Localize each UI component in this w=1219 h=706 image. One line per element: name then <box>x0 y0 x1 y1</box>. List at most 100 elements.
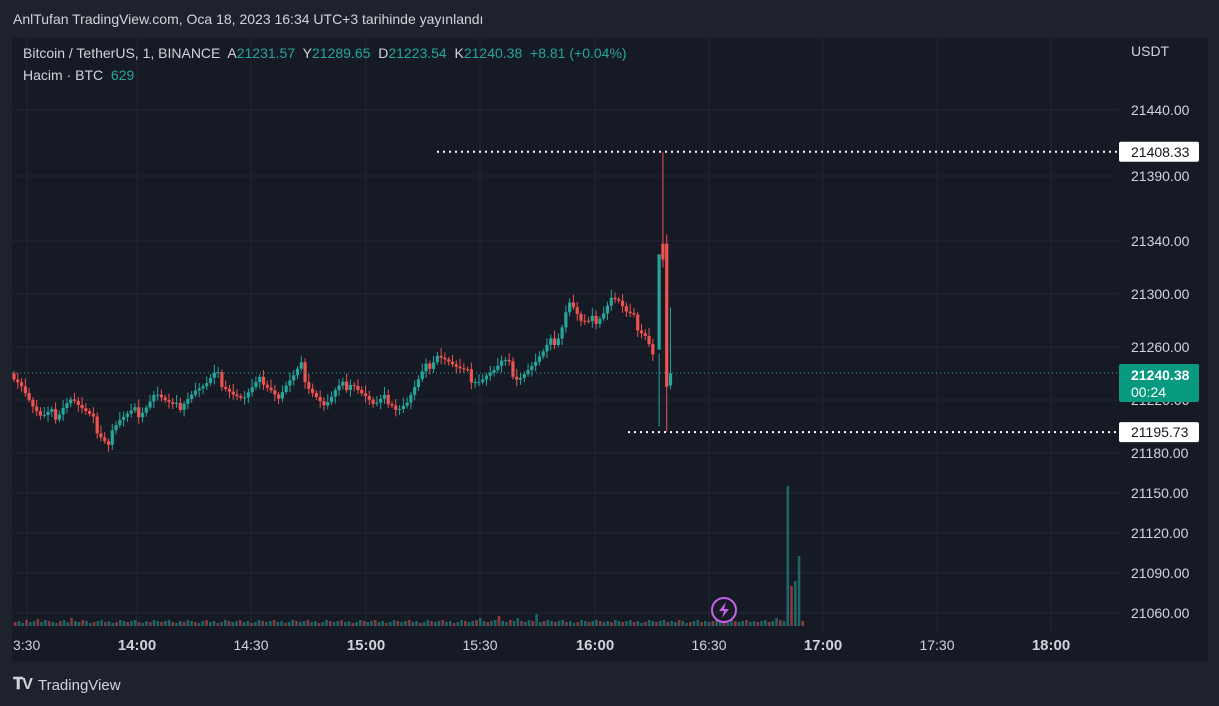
volume-bar <box>344 622 347 626</box>
candle-body <box>500 360 504 366</box>
volume-bar <box>254 622 257 626</box>
volume-bar <box>636 621 640 626</box>
volume-bar <box>186 620 190 626</box>
candle-body <box>261 376 266 385</box>
volume-bar <box>374 620 377 626</box>
candle-body <box>484 375 489 380</box>
volume-bar <box>14 622 17 626</box>
volume-bar <box>340 620 343 626</box>
volume-bar <box>51 622 55 626</box>
volume-bar <box>227 621 231 626</box>
volume-legend: Hacim · BTC 629 <box>23 67 134 83</box>
close-value: 21240.38 <box>463 45 523 61</box>
volume-bar <box>426 620 430 626</box>
candle-body <box>668 373 673 386</box>
candle-body <box>224 387 228 389</box>
symbol-name: Bitcoin / TetherUS, 1, BINANCE <box>23 45 221 61</box>
candle-body <box>515 376 519 380</box>
candle-body <box>394 405 398 410</box>
volume-bar <box>524 622 527 626</box>
volume-bar <box>520 621 523 626</box>
volume-bar <box>182 622 186 626</box>
volume-bar <box>302 621 306 626</box>
volume-bar <box>156 621 160 626</box>
candle-body <box>568 302 572 313</box>
candle-body <box>318 397 322 402</box>
volume-bar <box>66 622 70 626</box>
candle-body <box>541 351 545 357</box>
candle-body <box>363 393 368 397</box>
volume-bar <box>295 621 298 626</box>
volume-bar <box>246 621 250 626</box>
volume-bar <box>704 621 707 626</box>
volume-bar <box>194 622 197 626</box>
volume-bar <box>730 620 733 626</box>
candle-body <box>171 402 175 404</box>
volume-bar <box>257 620 261 626</box>
volume-bar <box>396 621 400 626</box>
candle-body <box>220 372 224 388</box>
volume-bar <box>482 621 486 626</box>
volume-bar <box>92 622 96 626</box>
volume-bar <box>280 621 283 626</box>
candle-body <box>386 394 390 405</box>
volume-bar <box>25 620 28 626</box>
candle-body <box>643 333 647 337</box>
lightning-icon <box>711 597 737 623</box>
volume-bar <box>317 623 321 626</box>
volume-bar <box>377 622 381 626</box>
last-price-badge <box>1119 364 1199 402</box>
volume-bar <box>497 616 501 626</box>
candle-body <box>628 311 632 314</box>
candle-body <box>496 365 500 371</box>
volume-bar <box>576 622 580 626</box>
volume-bar <box>711 621 715 626</box>
candle-body <box>356 385 360 391</box>
volume-bar <box>107 621 111 626</box>
x-tick-label: 14:30 <box>233 637 268 653</box>
candle-body <box>537 356 542 362</box>
volume-bar <box>44 620 47 626</box>
candle-body <box>503 359 507 361</box>
candle-body <box>462 368 466 370</box>
volume-bar <box>272 620 276 626</box>
candle-body <box>292 375 296 381</box>
volume-bar <box>677 620 681 626</box>
candle-body <box>379 398 383 403</box>
candle-body <box>473 382 477 384</box>
volume-bar <box>167 620 171 626</box>
chart-area[interactable] <box>12 38 1208 662</box>
volume-bar <box>55 623 58 626</box>
tradingview-brand[interactable]: 𝐓V TradingView <box>13 676 121 694</box>
volume-bar <box>535 614 538 626</box>
candle-body <box>390 404 394 406</box>
candle-body <box>624 306 628 312</box>
high-marker-label: 21408.33 <box>1131 144 1190 160</box>
volume-bar <box>505 622 508 626</box>
volume-bar <box>707 622 711 626</box>
candle-body <box>159 394 164 398</box>
volume-bar <box>456 622 460 626</box>
candle-body <box>617 299 621 301</box>
volume-bar <box>404 621 407 626</box>
candle-body <box>360 390 364 394</box>
volume-bar <box>59 621 62 626</box>
candle-body <box>311 388 315 393</box>
volume-bar <box>572 623 576 626</box>
volume-bar <box>670 621 673 626</box>
volume-bar <box>546 620 550 626</box>
volume-bar <box>722 621 726 626</box>
candle-body <box>144 407 148 413</box>
candle-body <box>590 315 594 322</box>
volume-bar <box>179 621 182 626</box>
candle-body <box>133 407 137 411</box>
candle-body <box>110 430 114 445</box>
candle-body <box>534 361 538 366</box>
volume-bar <box>224 620 227 626</box>
volume-bar <box>197 623 201 626</box>
candle-body <box>632 313 636 315</box>
volume-bar <box>752 621 756 626</box>
candle-body <box>420 371 424 380</box>
candle-body <box>507 359 511 362</box>
